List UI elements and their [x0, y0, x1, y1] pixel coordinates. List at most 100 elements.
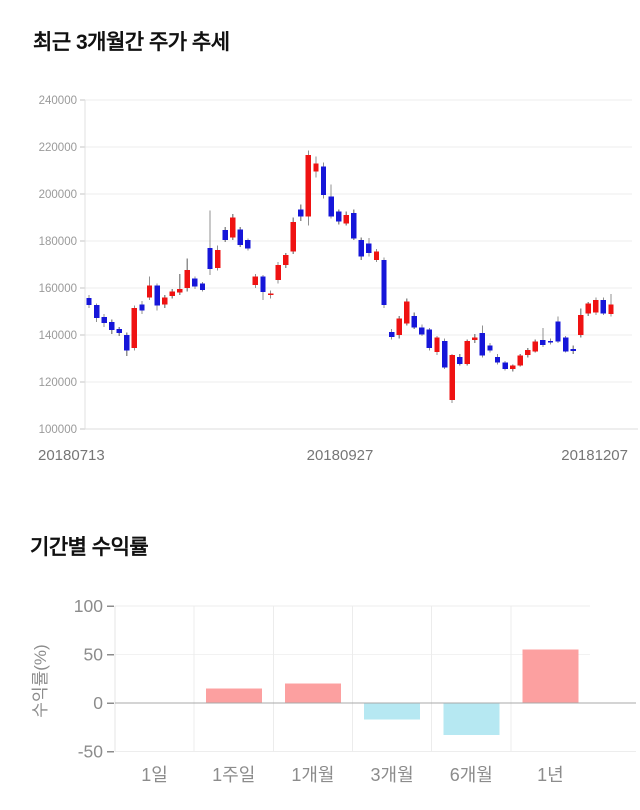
candle-body — [547, 340, 554, 343]
candle-body — [139, 304, 145, 311]
bar-negative — [364, 703, 421, 720]
price-y-tick-label: 180000 — [39, 236, 77, 248]
candle-down — [456, 353, 463, 366]
candle-body — [328, 196, 334, 217]
candle-down — [555, 316, 561, 344]
price-y-tick-label: 100000 — [39, 424, 77, 436]
price-y-tick-label: 240000 — [39, 95, 77, 107]
candle-body — [222, 229, 228, 241]
candle-body — [275, 264, 281, 281]
candle-body — [177, 289, 183, 293]
candle-body — [192, 278, 198, 287]
candle-body — [335, 211, 342, 222]
candle-down — [139, 300, 145, 314]
candle-body — [245, 240, 251, 249]
candle-up — [177, 273, 183, 296]
candle-body — [593, 299, 599, 313]
candle-body — [600, 299, 607, 314]
candle-body — [161, 297, 168, 305]
candle-up — [169, 289, 175, 299]
candle-body — [131, 307, 138, 348]
candle-body — [479, 332, 486, 356]
candle-up — [509, 364, 516, 372]
returns-x-category-label: 1주일 — [212, 765, 255, 785]
candle-down — [328, 184, 334, 219]
candle-body — [608, 304, 614, 314]
candle-body — [426, 329, 433, 348]
candle-body — [282, 255, 289, 265]
candle-down — [207, 210, 213, 276]
candle-down — [335, 209, 342, 225]
candle-body — [108, 322, 115, 331]
candle-down — [320, 162, 327, 199]
candle-up — [578, 308, 584, 338]
candle-down — [86, 295, 92, 308]
candle-down — [222, 226, 228, 243]
candle-up — [404, 298, 410, 326]
returns-bar-chart: 100 50 0 -50 1일 1주일 1개월 3개월 6개월 1년 수익률(%) — [31, 596, 636, 785]
candle-body — [517, 355, 523, 366]
returns-x-category-label: 6개월 — [450, 765, 493, 785]
candle-up — [230, 213, 236, 240]
candle-up — [184, 258, 191, 292]
price-x-tick-label: 20180927 — [307, 447, 374, 464]
candle-body — [540, 339, 546, 346]
candle-body — [214, 249, 221, 269]
candle-up — [313, 156, 319, 178]
candle-up — [131, 305, 138, 351]
candle-body — [562, 337, 569, 352]
candle-body — [404, 301, 410, 324]
candle-down — [419, 324, 425, 337]
candle-down — [388, 329, 395, 340]
candle-body — [494, 357, 501, 363]
price-y-tick-label: 160000 — [39, 283, 77, 295]
candle-body — [411, 315, 418, 328]
candle-body — [555, 321, 561, 342]
candle-body — [373, 251, 380, 261]
candle-body — [93, 304, 100, 319]
candle-body — [525, 350, 531, 355]
candle-down — [192, 276, 198, 290]
price-y-tick-label: 220000 — [39, 142, 77, 154]
bar-positive — [522, 649, 579, 703]
candle-body — [456, 357, 463, 364]
candle-body — [366, 243, 372, 254]
candle-body — [237, 229, 244, 245]
returns-x-category-label: 1일 — [141, 765, 168, 785]
candle-down — [366, 237, 372, 257]
candle-up — [290, 217, 296, 254]
candle-down — [381, 257, 387, 308]
candle-up — [161, 295, 168, 308]
candle-body — [146, 285, 153, 298]
candle-up — [472, 333, 478, 344]
candle-down — [351, 209, 357, 240]
candle-up — [434, 336, 440, 355]
candle-body — [343, 214, 349, 224]
candle-down — [358, 237, 365, 260]
candle-up — [464, 339, 470, 366]
candle-body — [419, 327, 425, 335]
candle-down — [245, 238, 251, 251]
candle-up — [373, 249, 380, 263]
bar-positive — [205, 688, 262, 703]
candle-down — [116, 326, 122, 337]
candle-up — [267, 290, 274, 299]
candle-body — [320, 166, 327, 195]
returns-y-tick-label: 100 — [74, 596, 103, 616]
candle-body — [184, 269, 191, 288]
candle-body — [116, 329, 122, 334]
candle-body — [154, 285, 160, 306]
candle-body — [207, 248, 213, 270]
candle-up — [396, 316, 402, 339]
returns-chart-title: 기간별 수익률 — [30, 536, 149, 559]
candle-body — [313, 163, 319, 172]
candle-down — [441, 338, 448, 370]
candle-body — [124, 335, 130, 351]
returns-y-axis-label: 수익률(%) — [31, 644, 50, 717]
candle-body — [267, 293, 274, 296]
candle-up — [585, 302, 592, 317]
candle-body — [434, 337, 440, 353]
candle-down — [562, 336, 569, 353]
